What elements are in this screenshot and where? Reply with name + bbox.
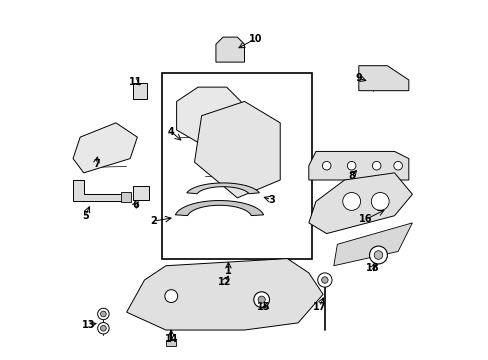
- Text: 9: 9: [355, 73, 362, 83]
- Polygon shape: [73, 180, 123, 202]
- Circle shape: [322, 161, 330, 170]
- Polygon shape: [308, 152, 408, 180]
- Circle shape: [369, 246, 386, 264]
- Text: 17: 17: [312, 302, 325, 312]
- Text: 16: 16: [359, 214, 372, 224]
- Circle shape: [164, 290, 177, 302]
- Circle shape: [342, 193, 360, 210]
- FancyBboxPatch shape: [133, 83, 147, 99]
- Polygon shape: [216, 37, 244, 62]
- Polygon shape: [175, 201, 263, 216]
- Circle shape: [346, 161, 355, 170]
- Text: 7: 7: [93, 159, 100, 169]
- Text: 1: 1: [224, 266, 231, 276]
- FancyBboxPatch shape: [166, 341, 176, 346]
- Text: 6: 6: [132, 200, 139, 210]
- Text: 15: 15: [257, 302, 270, 312]
- Circle shape: [258, 296, 264, 303]
- Circle shape: [98, 308, 109, 320]
- Polygon shape: [186, 183, 259, 194]
- Circle shape: [393, 161, 402, 170]
- Circle shape: [101, 311, 106, 317]
- Polygon shape: [333, 223, 411, 266]
- Text: 14: 14: [164, 334, 178, 344]
- Text: 2: 2: [150, 216, 157, 226]
- Polygon shape: [358, 66, 408, 91]
- Polygon shape: [73, 123, 137, 173]
- Text: 18: 18: [366, 262, 379, 273]
- Text: 8: 8: [347, 171, 354, 181]
- Circle shape: [372, 161, 380, 170]
- Text: 13: 13: [82, 320, 96, 330]
- FancyBboxPatch shape: [133, 186, 148, 201]
- Text: 10: 10: [248, 34, 262, 44]
- Circle shape: [321, 277, 327, 283]
- Text: 12: 12: [218, 277, 231, 287]
- Circle shape: [373, 251, 382, 259]
- FancyBboxPatch shape: [162, 73, 312, 258]
- Polygon shape: [308, 173, 411, 234]
- Circle shape: [98, 323, 109, 334]
- Polygon shape: [176, 87, 241, 155]
- Circle shape: [253, 292, 269, 307]
- Polygon shape: [194, 102, 280, 198]
- Text: 3: 3: [267, 195, 274, 204]
- Text: 5: 5: [82, 211, 89, 221]
- Circle shape: [101, 325, 106, 331]
- Text: 11: 11: [128, 77, 142, 87]
- Circle shape: [370, 193, 388, 210]
- Polygon shape: [126, 258, 323, 330]
- Circle shape: [317, 273, 331, 287]
- FancyBboxPatch shape: [121, 192, 131, 202]
- Text: 4: 4: [167, 127, 174, 137]
